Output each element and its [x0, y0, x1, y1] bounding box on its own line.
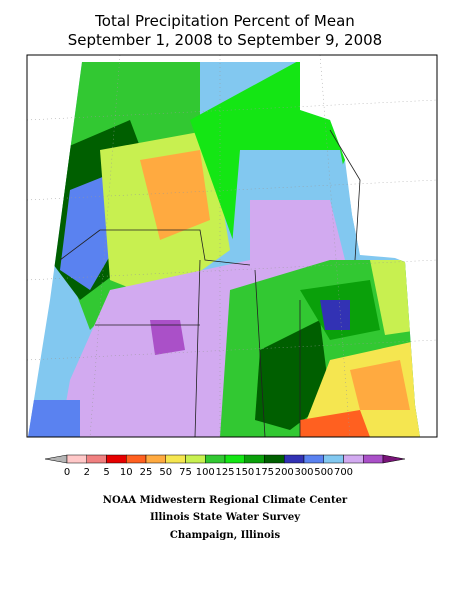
precip-field	[28, 62, 420, 437]
legend-label: 25	[140, 467, 153, 478]
legend-label: 200	[275, 467, 294, 478]
map-frame	[26, 54, 438, 438]
legend-swatch	[224, 454, 245, 464]
legend-label: 100	[196, 467, 215, 478]
legend-swatch	[126, 454, 147, 464]
subtitle: September 1, 2008 to September 9, 2008	[68, 31, 382, 49]
legend-swatch	[185, 454, 206, 464]
legend-label: 125	[215, 467, 234, 478]
credit: NOAA Midwestern Regional Climate Center	[103, 495, 348, 506]
legend-swatch	[323, 454, 344, 464]
legend-swatch	[264, 454, 285, 464]
legend-label: 50	[159, 467, 172, 478]
legend-swatch	[145, 454, 166, 464]
legend-swatch	[343, 454, 364, 464]
legend-swatch	[205, 454, 226, 464]
legend-swatch	[363, 454, 384, 464]
legend-swatch	[284, 454, 305, 464]
legend-arrow	[44, 454, 68, 464]
legend-label: 150	[235, 467, 254, 478]
legend-swatch	[303, 454, 324, 464]
legend-label: 0	[64, 467, 70, 478]
credit: Champaign, Illinois	[170, 530, 281, 541]
borders	[59, 129, 361, 438]
legend-label: 175	[255, 467, 274, 478]
legend-swatch	[244, 454, 265, 464]
legend-label: 500	[314, 467, 333, 478]
title: Total Precipitation Percent of Mean	[94, 12, 355, 30]
legend-swatch	[106, 454, 127, 464]
legend: 0 2 5 10 25 50 75 100 125 150 175 200 300 500 700	[44, 454, 406, 478]
legend-label: 700	[334, 467, 353, 478]
legend-arrow	[382, 454, 406, 464]
legend-label: 2	[84, 467, 90, 478]
legend-swatch	[165, 454, 186, 464]
legend-label: 10	[120, 467, 133, 478]
legend-label: 75	[179, 467, 192, 478]
legend-swatch	[86, 454, 107, 464]
legend-swatch	[66, 454, 87, 464]
credit: Illinois State Water Survey	[150, 512, 301, 523]
legend-label: 5	[103, 467, 109, 478]
legend-label: 300	[294, 467, 313, 478]
